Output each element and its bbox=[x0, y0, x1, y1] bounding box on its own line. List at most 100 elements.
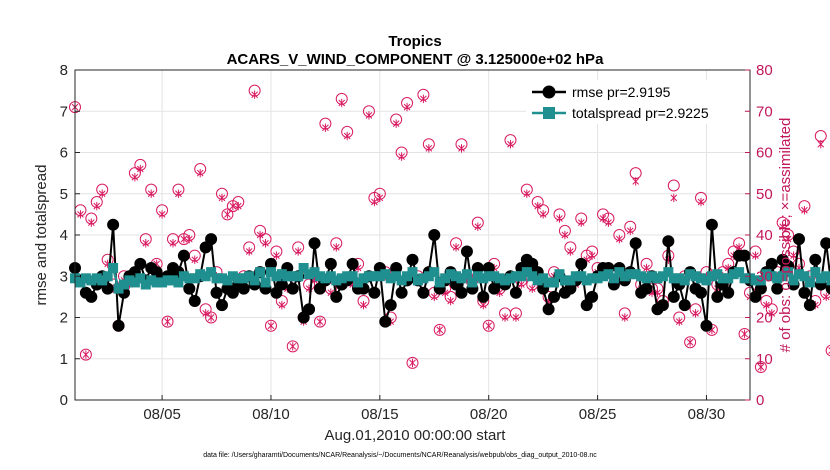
obs-assimilated-point bbox=[185, 234, 193, 244]
totalspread-point bbox=[793, 269, 804, 280]
totalspread-point bbox=[478, 273, 489, 284]
totalspread-point bbox=[157, 277, 168, 288]
rmse-point bbox=[825, 282, 830, 295]
obs-assimilated-point bbox=[191, 255, 199, 264]
obs-assimilated-point bbox=[360, 300, 367, 310]
rmse-point bbox=[738, 249, 751, 262]
rmse-point bbox=[107, 218, 120, 231]
obs-possible-point bbox=[221, 208, 234, 221]
totalspread-point bbox=[783, 267, 794, 278]
totalspread-point bbox=[587, 273, 598, 284]
totalspread-point bbox=[717, 273, 728, 284]
rmse-point bbox=[754, 282, 767, 295]
legend-spread-marker bbox=[543, 107, 555, 119]
totalspread-point bbox=[113, 283, 124, 294]
totalspread-point bbox=[353, 277, 364, 288]
totalspread-point bbox=[249, 275, 260, 286]
obs-assimilated-point bbox=[518, 280, 525, 289]
obs-assimilated-point bbox=[392, 119, 400, 128]
totalspread-point bbox=[391, 271, 402, 282]
totalspread-point bbox=[445, 269, 456, 280]
obs-assimilated-point bbox=[474, 222, 482, 231]
totalspread-point bbox=[412, 275, 423, 286]
obs-assimilated-point bbox=[245, 247, 253, 256]
y-tick-label: 0 bbox=[60, 392, 68, 409]
obs-assimilated-point bbox=[158, 210, 166, 219]
totalspread-point bbox=[516, 271, 527, 282]
totalspread-point bbox=[396, 275, 407, 286]
totalspread-point bbox=[706, 271, 717, 282]
totalspread-point bbox=[467, 277, 478, 288]
y-tick-label: 7 bbox=[60, 103, 68, 120]
totalspread-point bbox=[108, 263, 119, 273]
obs-assimilated-point bbox=[262, 239, 269, 248]
totalspread-point bbox=[91, 273, 102, 284]
x-tick-label: 08/05 bbox=[143, 406, 181, 423]
obs-assimilated-point bbox=[458, 144, 465, 153]
rmse-point bbox=[85, 290, 98, 303]
legend-spread-label: totalspread pr=2.9225 bbox=[572, 105, 709, 121]
obs-assimilated-point bbox=[626, 226, 634, 236]
totalspread-point bbox=[674, 273, 685, 284]
obs-assimilated-point bbox=[632, 177, 640, 186]
totalspread-point bbox=[86, 275, 97, 286]
obs-assimilated-point bbox=[447, 296, 454, 306]
rmse-point bbox=[379, 315, 392, 328]
totalspread-point bbox=[320, 273, 331, 284]
obs-assimilated-point bbox=[267, 321, 275, 330]
y-axis-label: rmse and totalspread bbox=[33, 165, 50, 306]
totalspread-point bbox=[222, 275, 233, 286]
obs-assimilated-point bbox=[801, 206, 808, 215]
totalspread-point bbox=[663, 267, 674, 278]
obs-assimilated-point bbox=[196, 168, 204, 178]
totalspread-point bbox=[347, 271, 358, 282]
y-right-axis-label: # of obs: o=possible; ×=assimilated bbox=[777, 118, 794, 353]
rmse-point bbox=[482, 262, 495, 274]
y-right-tick-label: 0 bbox=[756, 392, 764, 409]
y-right-axis-ticks: 0 10 20 30 40 50 60 70 80 bbox=[745, 62, 773, 409]
totalspread-point bbox=[701, 275, 712, 286]
y-right-tick-label: 80 bbox=[756, 62, 773, 79]
totalspread-point bbox=[598, 271, 609, 282]
totalspread-point bbox=[151, 277, 162, 288]
rmse-point bbox=[798, 286, 811, 299]
totalspread-point bbox=[336, 273, 347, 284]
obs-assimilated-point bbox=[98, 189, 106, 198]
obs-assimilated-point bbox=[82, 350, 90, 359]
rmse-point bbox=[548, 290, 561, 303]
totalspread-point bbox=[554, 269, 565, 280]
totalspread-point bbox=[647, 271, 658, 282]
totalspread-point bbox=[679, 275, 690, 286]
obs-possible-point bbox=[79, 348, 92, 361]
x-tick-label: 08/15 bbox=[361, 406, 399, 423]
obs-assimilated-point bbox=[616, 234, 623, 244]
totalspread-point bbox=[723, 273, 734, 284]
totalspread-point bbox=[510, 271, 521, 282]
rmse-point bbox=[711, 290, 724, 303]
obs-assimilated-point bbox=[588, 251, 596, 260]
totalspread-point bbox=[826, 275, 830, 286]
rmse-point bbox=[210, 286, 223, 299]
obs-assimilated-point bbox=[822, 292, 830, 302]
rmse-point bbox=[656, 299, 669, 312]
rmse-point bbox=[395, 286, 408, 299]
totalspread-point bbox=[255, 267, 266, 278]
chart-title: Tropics bbox=[388, 33, 441, 50]
rmse-point bbox=[640, 282, 653, 295]
totalspread-point bbox=[363, 271, 374, 282]
totalspread-point bbox=[146, 275, 157, 286]
obs-assimilated-point bbox=[763, 300, 770, 310]
rmse-point bbox=[275, 278, 288, 291]
totalspread-point bbox=[532, 275, 543, 286]
totalspread-point bbox=[685, 269, 696, 280]
obs-assimilated-point bbox=[686, 338, 694, 347]
obs-assimilated-point bbox=[207, 313, 215, 322]
totalspread-point bbox=[619, 271, 630, 282]
rmse-point bbox=[471, 262, 484, 274]
obs-assimilated-point bbox=[403, 102, 411, 112]
rmse-point bbox=[286, 282, 299, 295]
totalspread-point bbox=[342, 271, 353, 282]
totalspread-point bbox=[380, 269, 391, 280]
obs-assimilated-point bbox=[398, 152, 405, 161]
totalspread-point bbox=[287, 271, 298, 282]
